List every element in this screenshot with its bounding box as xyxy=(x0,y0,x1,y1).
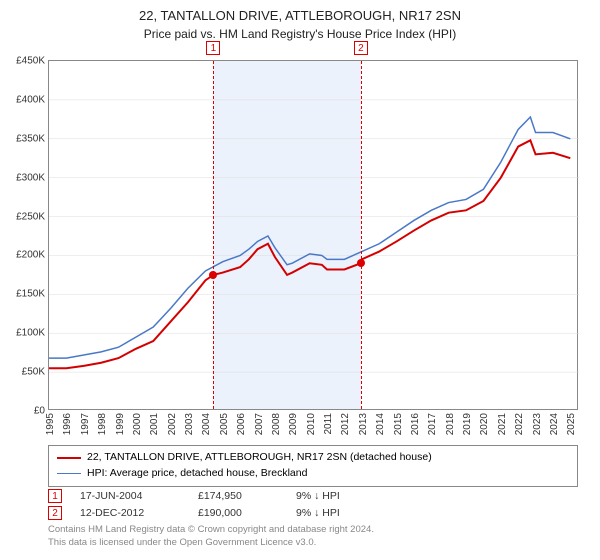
y-tick-label: £200K xyxy=(16,250,45,261)
legend-swatch xyxy=(57,457,81,459)
x-tick-label: 2017 xyxy=(427,413,438,435)
sale-date: 17-JUN-2004 xyxy=(80,488,180,505)
x-tick-label: 2007 xyxy=(254,413,265,435)
sale-date: 12-DEC-2012 xyxy=(80,505,180,522)
footer-line-2: This data is licensed under the Open Gov… xyxy=(48,537,374,550)
x-tick-label: 2024 xyxy=(549,413,560,435)
footer-line-1: Contains HM Land Registry data © Crown c… xyxy=(48,524,374,537)
legend-swatch xyxy=(57,473,81,474)
x-tick-label: 2015 xyxy=(393,413,404,435)
sale-price: £174,950 xyxy=(198,488,278,505)
sale-marker-line xyxy=(213,61,214,409)
x-tick-label: 2006 xyxy=(236,413,247,435)
y-tick-label: £100K xyxy=(16,328,45,339)
x-tick-label: 2018 xyxy=(445,413,456,435)
x-tick-label: 2000 xyxy=(132,413,143,435)
x-tick-label: 1999 xyxy=(115,413,126,435)
x-tick-label: 2009 xyxy=(288,413,299,435)
sale-marker-dot xyxy=(209,271,217,279)
legend-label: HPI: Average price, detached house, Brec… xyxy=(87,466,307,482)
x-tick-label: 2012 xyxy=(340,413,351,435)
x-tick-label: 2022 xyxy=(514,413,525,435)
x-tick-label: 1995 xyxy=(45,413,56,435)
y-tick-label: £150K xyxy=(16,289,45,300)
sales-table: 1 17-JUN-2004 £174,950 9% ↓ HPI 2 12-DEC-2012… xyxy=(48,488,578,522)
chart-lines-svg xyxy=(49,61,579,411)
x-tick-label: 2013 xyxy=(358,413,369,435)
y-tick-label: £0 xyxy=(34,406,45,417)
sale-flag: 2 xyxy=(354,41,368,55)
x-tick-label: 2019 xyxy=(462,413,473,435)
legend-item: 22, TANTALLON DRIVE, ATTLEBOROUGH, NR17 … xyxy=(57,450,569,466)
x-tick-label: 2016 xyxy=(410,413,421,435)
x-tick-label: 2021 xyxy=(497,413,508,435)
series-line xyxy=(49,117,570,358)
sale-row: 2 12-DEC-2012 £190,000 9% ↓ HPI xyxy=(48,505,578,522)
y-tick-label: £300K xyxy=(16,172,45,183)
y-tick-label: £450K xyxy=(16,56,45,67)
legend: 22, TANTALLON DRIVE, ATTLEBOROUGH, NR17 … xyxy=(48,445,578,487)
sale-row: 1 17-JUN-2004 £174,950 9% ↓ HPI xyxy=(48,488,578,505)
sale-price: £190,000 xyxy=(198,505,278,522)
footer-attribution: Contains HM Land Registry data © Crown c… xyxy=(48,524,374,550)
chart-title: 22, TANTALLON DRIVE, ATTLEBOROUGH, NR17 … xyxy=(0,0,600,25)
x-tick-label: 1996 xyxy=(62,413,73,435)
x-tick-label: 2014 xyxy=(375,413,386,435)
plot-region: £0£50K£100K£150K£200K£250K£300K£350K£400… xyxy=(48,60,578,410)
y-tick-label: £400K xyxy=(16,94,45,105)
x-tick-label: 2023 xyxy=(532,413,543,435)
sale-marker-line xyxy=(361,61,362,409)
sale-diff: 9% ↓ HPI xyxy=(296,488,340,505)
sale-row-flag: 1 xyxy=(48,489,62,503)
x-tick-label: 2004 xyxy=(201,413,212,435)
x-tick-label: 2020 xyxy=(479,413,490,435)
x-tick-label: 2003 xyxy=(184,413,195,435)
x-tick-label: 2005 xyxy=(219,413,230,435)
x-tick-label: 2010 xyxy=(306,413,317,435)
sale-diff: 9% ↓ HPI xyxy=(296,505,340,522)
x-tick-label: 2001 xyxy=(149,413,160,435)
legend-label: 22, TANTALLON DRIVE, ATTLEBOROUGH, NR17 … xyxy=(87,450,432,466)
chart-area: £0£50K£100K£150K£200K£250K£300K£350K£400… xyxy=(48,60,578,410)
x-tick-label: 1998 xyxy=(97,413,108,435)
x-tick-label: 2025 xyxy=(566,413,577,435)
x-tick-label: 2002 xyxy=(167,413,178,435)
sale-row-flag: 2 xyxy=(48,506,62,520)
chart-subtitle: Price paid vs. HM Land Registry's House … xyxy=(0,25,600,41)
x-tick-label: 2008 xyxy=(271,413,282,435)
sale-flag: 1 xyxy=(206,41,220,55)
sale-marker-dot xyxy=(357,259,365,267)
chart-container: 22, TANTALLON DRIVE, ATTLEBOROUGH, NR17 … xyxy=(0,0,600,560)
x-tick-label: 2011 xyxy=(323,413,334,435)
y-tick-label: £250K xyxy=(16,211,45,222)
x-tick-label: 1997 xyxy=(80,413,91,435)
legend-item: HPI: Average price, detached house, Brec… xyxy=(57,466,569,482)
y-tick-label: £350K xyxy=(16,133,45,144)
y-tick-label: £50K xyxy=(22,367,45,378)
